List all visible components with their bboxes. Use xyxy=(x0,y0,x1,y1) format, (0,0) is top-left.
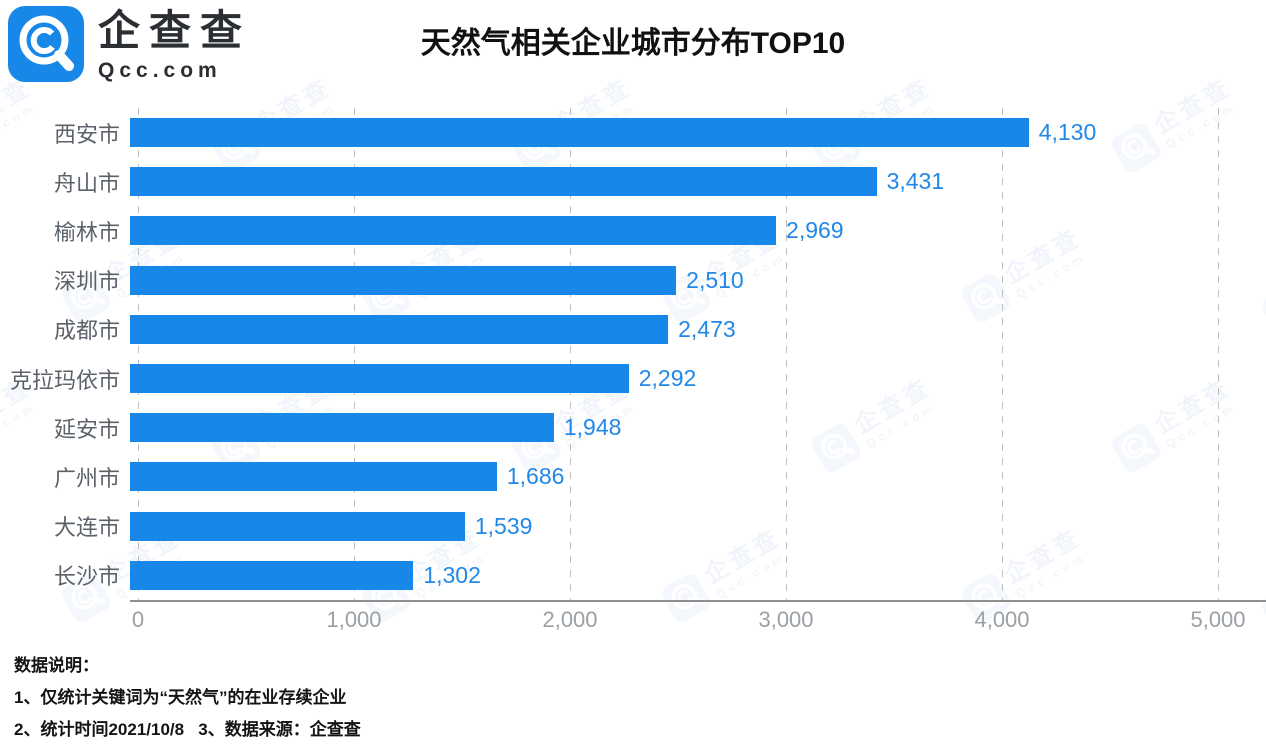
category-label: 大连市 xyxy=(53,515,120,541)
bar-value-label: 2,473 xyxy=(678,315,736,342)
chart-gridlines xyxy=(138,108,1219,600)
bar-row: 克拉玛依市 2,292 xyxy=(0,354,1266,403)
bar xyxy=(130,462,497,492)
x-axis-line xyxy=(130,600,1266,602)
category-label: 榆林市 xyxy=(53,219,120,245)
qcc-logo-icon xyxy=(8,6,84,82)
bar-value-label: 1,302 xyxy=(423,561,481,588)
bar-track: 2,510 xyxy=(130,265,1218,295)
bar-row: 舟山市 3,431 xyxy=(0,157,1266,206)
x-tick-label: 2,000 xyxy=(542,607,598,632)
gridline xyxy=(354,108,355,600)
bar-track: 1,948 xyxy=(130,413,1218,443)
category-label: 延安市 xyxy=(53,416,120,442)
bar-value-label: 1,948 xyxy=(563,414,622,441)
bar-track: 1,686 xyxy=(130,462,1218,492)
bar-value-label: 4,130 xyxy=(1038,119,1097,145)
qcc-logo-text: 企查查 Qcc.com xyxy=(98,6,251,84)
x-tick-label: 5,000 xyxy=(1190,607,1246,632)
bar-row: 大连市 1,539 xyxy=(0,502,1266,551)
page-title: 天然气相关企业城市分布TOP10 xyxy=(420,27,846,60)
x-tick-label: 4,000 xyxy=(974,607,1030,632)
bar-track: 3,431 xyxy=(130,167,1218,197)
category-label: 广州市 xyxy=(53,465,120,491)
category-label: 成都市 xyxy=(53,318,120,344)
bar xyxy=(130,364,629,393)
gridline xyxy=(786,108,787,600)
gridline xyxy=(1218,108,1219,600)
bar-track: 1,539 xyxy=(130,511,1218,541)
bar-row: 长沙市 1,302 xyxy=(0,551,1266,600)
category-label: 西安市 xyxy=(53,121,120,147)
data-note-2: 2、统计时间2021/10/8 3、数据来源：企查查 xyxy=(14,720,361,739)
bar-row: 榆林市 2,969 xyxy=(0,206,1266,255)
bar xyxy=(130,265,677,295)
bar-value-label: 2,510 xyxy=(686,266,744,293)
qcc-logo-name-cn: 企查查 xyxy=(98,7,252,54)
category-label: 长沙市 xyxy=(53,564,120,590)
x-tick-label: 1,000 xyxy=(326,607,382,632)
data-notes-heading: 数据说明： xyxy=(14,656,99,675)
gridline xyxy=(570,108,571,600)
category-label: 克拉玛依市 xyxy=(9,367,120,393)
qcc-logo-name-en: Qcc.com xyxy=(98,59,222,82)
bar-row: 深圳市 2,510 xyxy=(0,256,1266,305)
bar-track: 2,969 xyxy=(130,216,1218,246)
x-tick-label: 0 xyxy=(131,607,145,632)
bar xyxy=(130,511,465,541)
gridline xyxy=(1002,108,1003,600)
category-label: 舟山市 xyxy=(53,170,120,196)
bar-value-label: 2,969 xyxy=(786,217,844,244)
bar-track: 1,302 xyxy=(130,560,1218,590)
category-label: 深圳市 xyxy=(53,269,120,295)
bar xyxy=(130,314,669,344)
bar-track: 2,473 xyxy=(130,314,1218,344)
bar xyxy=(130,167,877,197)
bar-row: 广州市 1,686 xyxy=(0,452,1266,501)
data-notes: 数据说明： 1、仅统计关键词为“天然气”的在业存续企业 2、统计时间2021/1… xyxy=(14,650,361,746)
bar-row: 西安市 4,130 xyxy=(0,108,1266,157)
bar-track: 4,130 xyxy=(130,118,1218,147)
bar-value-label: 1,686 xyxy=(506,463,565,490)
bar xyxy=(130,413,554,443)
qcc-logo-block: 企查查 Qcc.com xyxy=(8,6,251,84)
x-axis-tick-labels: 0 1,000 2,000 3,000 4,000 5,000 xyxy=(132,607,1246,637)
bar-value-label: 1,539 xyxy=(474,512,533,539)
bar xyxy=(130,118,1029,147)
gridline xyxy=(138,108,139,600)
bar-row: 延安市 1,948 xyxy=(0,403,1266,452)
bar-value-label: 2,292 xyxy=(638,365,697,391)
x-tick-label: 3,000 xyxy=(758,607,814,632)
bar-value-label: 3,431 xyxy=(886,168,945,195)
bar xyxy=(130,560,414,590)
bar-row: 成都市 2,473 xyxy=(0,305,1266,354)
chart-rows: 西安市 4,130 舟山市 3,431 榆林市 2,969 深圳市 2,510 成都市 2,473… xyxy=(0,108,1266,600)
bar xyxy=(130,216,777,246)
bar-track: 2,292 xyxy=(130,364,1218,393)
data-note-1: 1、仅统计关键词为“天然气”的在业存续企业 xyxy=(14,688,347,707)
